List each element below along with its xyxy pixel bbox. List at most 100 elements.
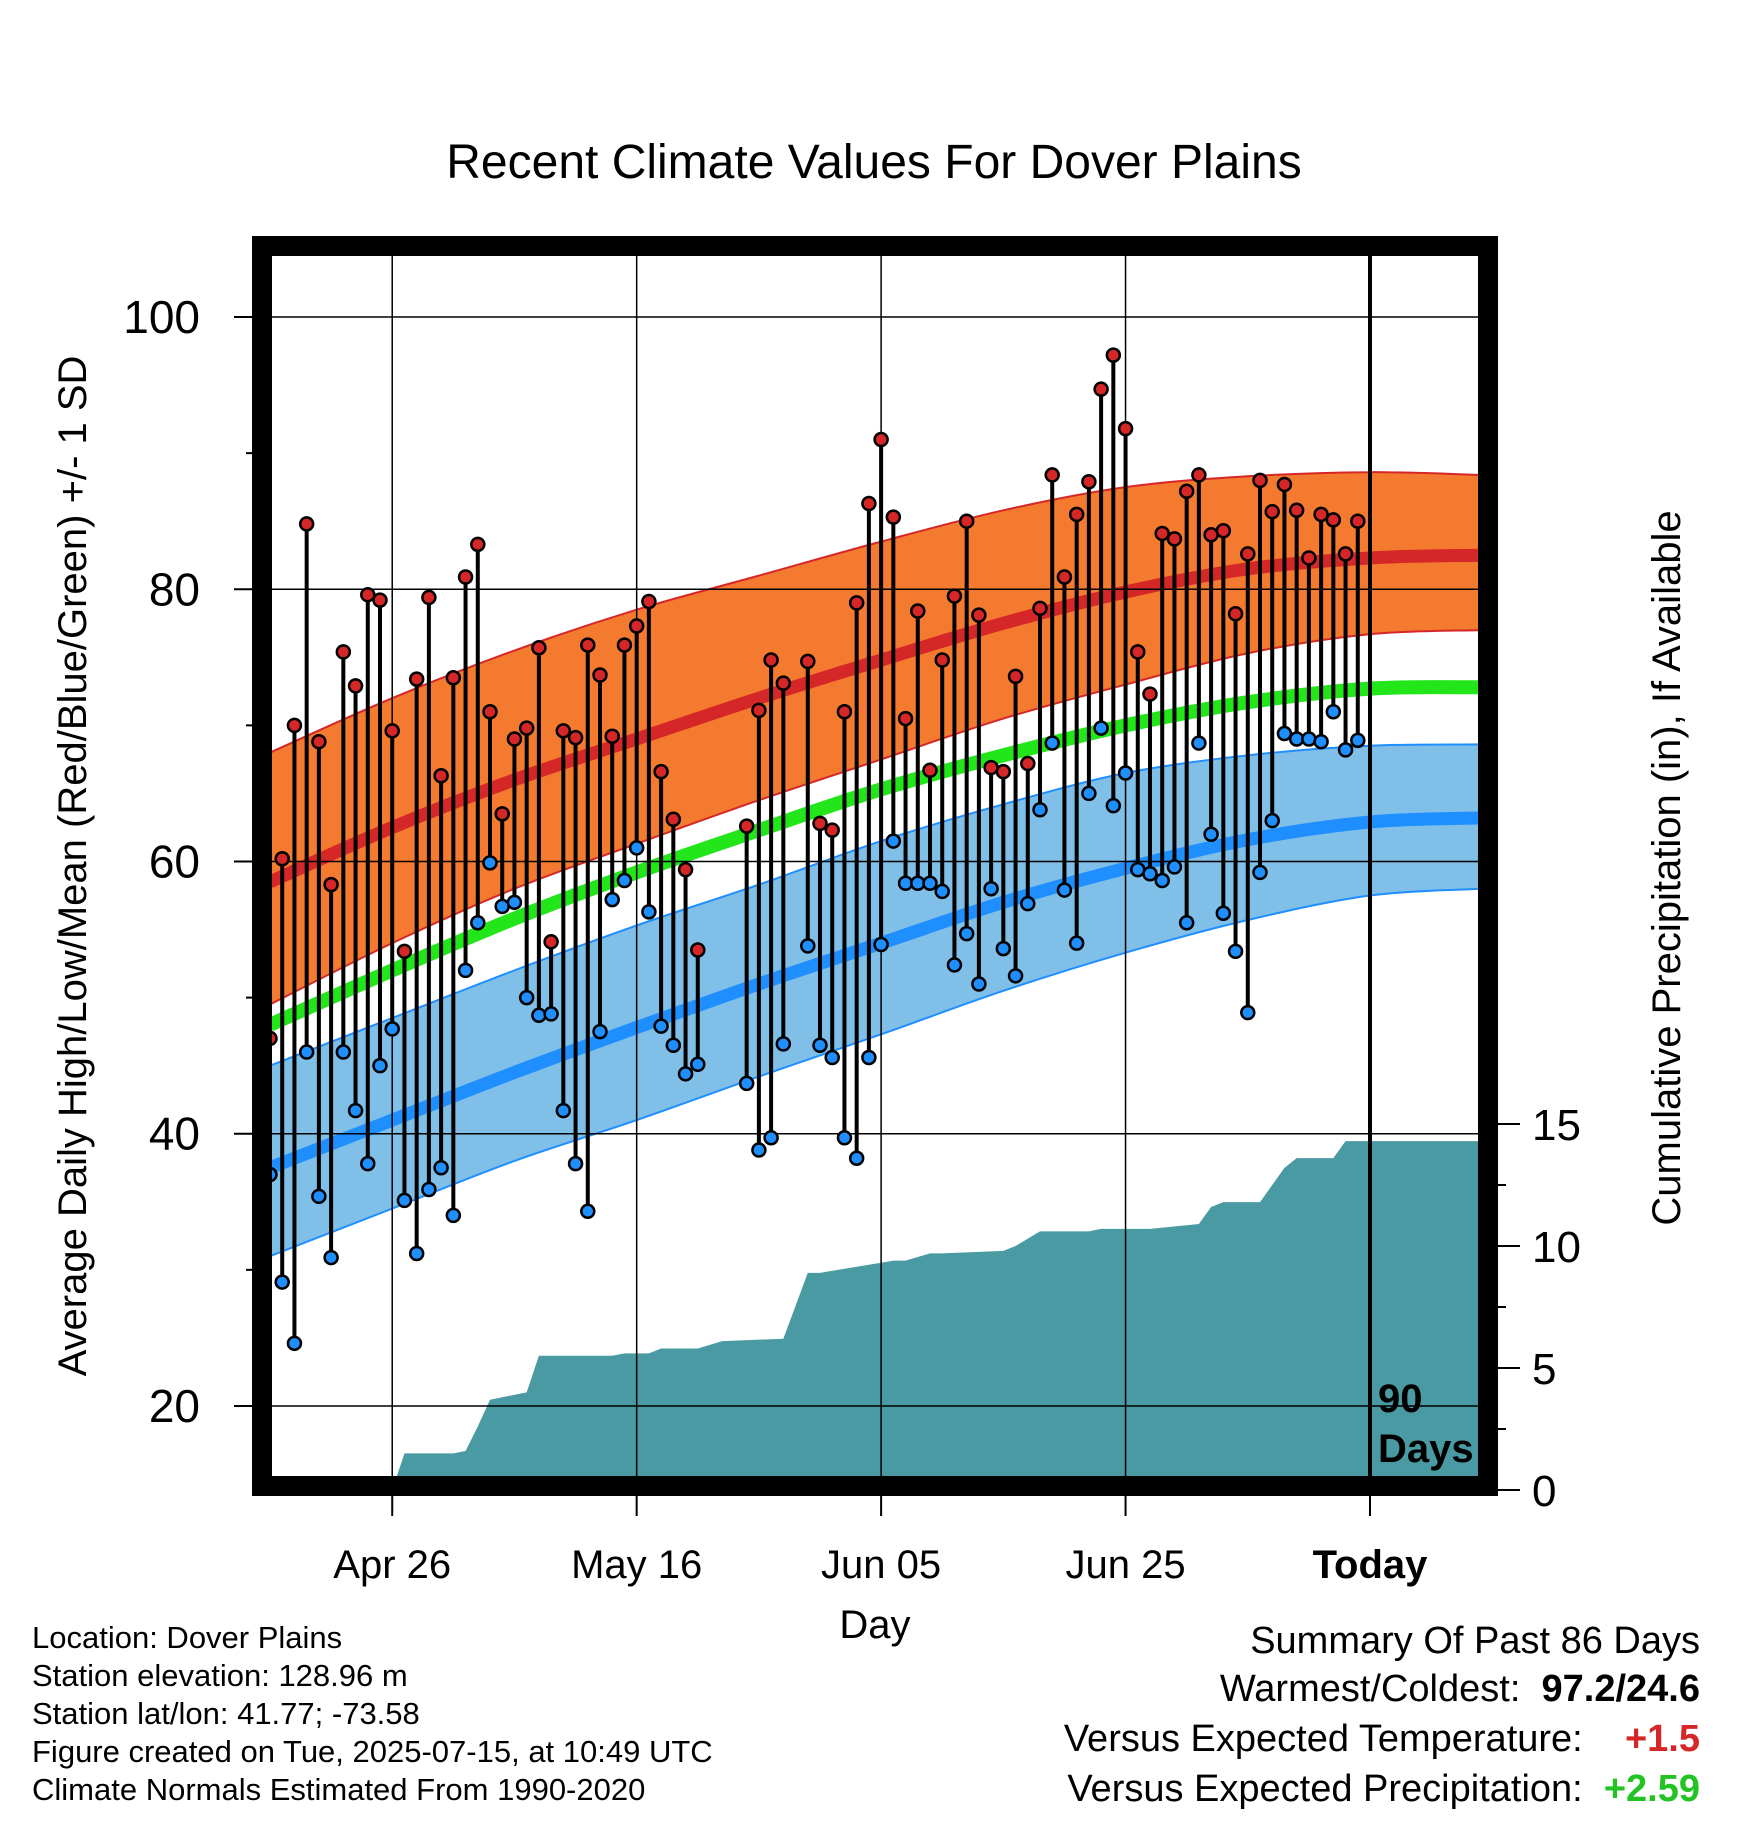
observed-low-point xyxy=(335,1044,352,1060)
observed-low-point xyxy=(1020,895,1036,912)
summary-precip-row: Versus Expected Precipitation: +2.59 xyxy=(1067,1768,1700,1811)
observed-low-point xyxy=(531,1007,547,1024)
observed-low-point xyxy=(1325,704,1342,720)
observed-high-point xyxy=(347,678,364,694)
summary-temp-row: Versus Expected Temperature: +1.5 xyxy=(1064,1718,1700,1761)
observed-high-point xyxy=(494,806,510,822)
observed-low-point xyxy=(1240,1004,1256,1021)
observed-high-point xyxy=(1215,522,1232,539)
observed-low-point xyxy=(1056,882,1073,898)
y2-axis-title: Cumulative Precipitation (in), If Availa… xyxy=(1645,510,1689,1225)
observed-high-point xyxy=(861,495,877,512)
observed-low-point xyxy=(543,1006,559,1022)
observed-low-point xyxy=(1068,935,1085,951)
precip-value: +2.59 xyxy=(1603,1768,1700,1810)
observed-high-point xyxy=(824,822,840,838)
observed-low-point xyxy=(457,962,474,979)
observed-low-point xyxy=(690,1056,706,1073)
observed-low-point xyxy=(946,957,963,973)
observed-low-point xyxy=(347,1102,364,1119)
observed-low-point xyxy=(1032,802,1048,818)
summary-warm-row: Warmest/Coldest: 97.2/24.6 xyxy=(1220,1668,1700,1711)
observed-high-point xyxy=(360,586,376,603)
observed-high-point xyxy=(1252,472,1268,489)
observed-low-point xyxy=(628,840,645,856)
observed-high-point xyxy=(1093,381,1109,397)
observed-low-point xyxy=(1093,720,1109,736)
y2-tick-label: 10 xyxy=(1532,1223,1581,1272)
observed-high-point xyxy=(922,762,938,779)
observed-high-point xyxy=(311,733,327,750)
observed-high-point xyxy=(971,607,987,623)
observed-low-point xyxy=(482,855,498,871)
observed-high-point xyxy=(384,723,400,739)
observed-high-point xyxy=(408,671,425,687)
observed-low-point xyxy=(1166,859,1183,875)
normals-label: Climate Normals Estimated From 1990-2020 xyxy=(32,1772,646,1807)
observed-low-point xyxy=(384,1021,400,1037)
observed-high-point xyxy=(641,593,657,610)
observed-high-point xyxy=(1227,606,1244,622)
observed-low-point xyxy=(1227,943,1244,960)
y2-tick-label: 5 xyxy=(1532,1345,1556,1394)
observed-high-point xyxy=(1240,546,1256,562)
observed-low-point xyxy=(421,1181,437,1198)
x-tick-label: May 16 xyxy=(571,1543,702,1587)
observed-high-point xyxy=(1276,476,1293,493)
observed-high-point xyxy=(470,536,486,553)
observed-low-point xyxy=(751,1142,767,1158)
observed-low-point xyxy=(274,1274,290,1290)
observed-high-point xyxy=(396,943,413,960)
observed-low-point xyxy=(995,940,1012,957)
observed-low-point xyxy=(812,1037,828,1053)
observed-high-point xyxy=(482,704,498,720)
observed-high-point xyxy=(910,603,926,619)
observed-high-point xyxy=(738,818,755,834)
observed-low-point xyxy=(518,989,535,1006)
observed-high-point xyxy=(1264,503,1280,520)
observed-high-point xyxy=(677,861,694,878)
observed-high-point xyxy=(751,702,767,719)
observed-high-point xyxy=(1337,546,1354,562)
observed-high-point xyxy=(958,513,975,529)
observed-high-point xyxy=(1142,686,1158,702)
observed-low-point xyxy=(1264,812,1280,829)
y2-tick-label: 15 xyxy=(1532,1101,1581,1150)
today-annotation: 90 xyxy=(1378,1377,1423,1421)
observed-high-point xyxy=(567,729,584,746)
observed-low-point xyxy=(323,1249,339,1266)
observed-high-point xyxy=(1081,473,1097,490)
observed-low-point xyxy=(971,976,987,992)
observed-high-point xyxy=(995,763,1012,780)
observed-high-point xyxy=(628,618,645,634)
observed-high-point xyxy=(1154,525,1170,542)
observed-low-point xyxy=(958,925,975,942)
observed-low-point xyxy=(580,1203,596,1220)
observed-high-point xyxy=(836,704,853,720)
observed-high-point xyxy=(298,516,315,532)
observed-high-point xyxy=(934,652,950,668)
y-tick-label: 80 xyxy=(149,563,200,615)
observed-high-point xyxy=(1288,502,1305,519)
observed-low-point xyxy=(1007,968,1024,984)
temp-value: +1.5 xyxy=(1624,1718,1700,1760)
x-axis-title: Day xyxy=(839,1603,910,1647)
observed-low-point xyxy=(665,1037,682,1053)
observed-low-point xyxy=(567,1155,584,1172)
observed-low-point xyxy=(763,1130,779,1146)
observed-high-point xyxy=(873,431,889,448)
chart-title: Recent Climate Values For Dover Plains xyxy=(446,136,1302,189)
precip-label: Versus Expected Precipitation: xyxy=(1067,1768,1583,1810)
observed-low-point xyxy=(592,1023,608,1040)
observed-high-point xyxy=(885,509,902,525)
y2-tick-label: 0 xyxy=(1532,1467,1556,1516)
observed-low-point xyxy=(1191,735,1207,751)
observed-high-point xyxy=(616,637,633,653)
observed-high-point xyxy=(1313,506,1329,523)
x-tick-label: Today xyxy=(1313,1543,1429,1587)
observed-low-point xyxy=(396,1192,413,1209)
observed-low-point xyxy=(286,1335,303,1352)
observed-low-point xyxy=(861,1049,877,1066)
observed-low-point xyxy=(311,1188,327,1205)
